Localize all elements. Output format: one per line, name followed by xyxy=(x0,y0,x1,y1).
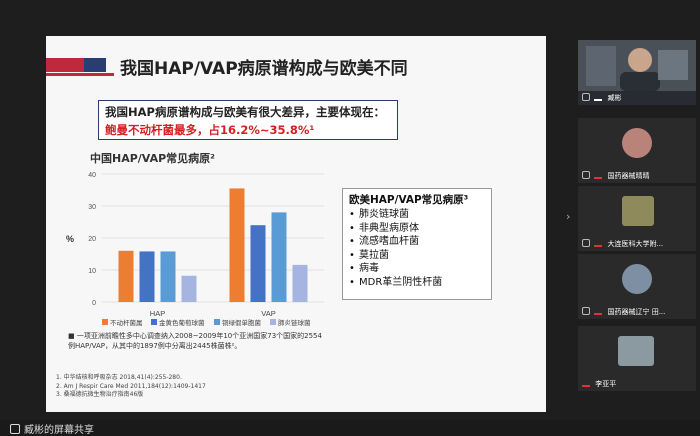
bar-hap-3 xyxy=(181,275,197,302)
y-tick-label: 20 xyxy=(88,236,96,243)
participant-tile-4[interactable]: 李亚平 xyxy=(578,326,696,391)
legend-swatch xyxy=(151,319,157,325)
study-note-bullet: ■ xyxy=(68,332,77,340)
screen-icon xyxy=(582,171,590,179)
list-item: 肺炎链球菌 xyxy=(349,208,485,222)
participant-name: 大连医科大学附... xyxy=(607,240,664,248)
participant-tile-0[interactable]: 臧彬 xyxy=(578,40,696,105)
x-tick-label: HAP xyxy=(150,309,165,318)
participant-name: 臧彬 xyxy=(607,94,622,102)
slide-title: 我国HAP/VAP病原谱构成与欧美不同 xyxy=(120,59,408,79)
avatar xyxy=(622,264,652,294)
share-status: 臧彬的屏幕共享 xyxy=(10,421,94,436)
bar-vap-1 xyxy=(250,225,266,302)
eu-pathogen-title: 欧美HAP/VAP常见病原³ xyxy=(349,194,469,206)
participant-tile-1[interactable]: 国药器械晴晴 xyxy=(578,118,696,183)
list-item: 非典型病原体 xyxy=(349,222,485,236)
screen-share-icon xyxy=(10,424,20,434)
reference-item: 1. 中华结核和呼吸杂志 2018,41(4):255-280. xyxy=(56,374,182,381)
participant-name: 李亚平 xyxy=(595,380,617,388)
title-accent-line xyxy=(46,73,114,76)
share-status-text: 臧彬的屏幕共享 xyxy=(24,425,94,436)
summary-text: 我国HAP病原谱构成与欧美有很大差异，主要体现在： xyxy=(105,105,385,119)
study-note: ■ 一项亚洲前瞻性多中心调查纳入2008~2009年10个亚洲国家73个国家的2… xyxy=(68,332,328,351)
title-accent-blue xyxy=(84,58,106,72)
screen-icon xyxy=(582,307,590,315)
legend-swatch xyxy=(102,319,108,325)
legend-label: 铜绿假单胞菌 xyxy=(222,318,262,327)
shared-slide: 我国HAP/VAP病原谱构成与欧美不同 我国HAP病原谱构成与欧美有很大差异，主… xyxy=(46,36,546,412)
list-item: 流感嗜血杆菌 xyxy=(349,235,485,249)
y-tick-label: 0 xyxy=(92,300,96,307)
y-tick-label: 40 xyxy=(88,172,96,179)
summary-box: 我国HAP病原谱构成与欧美有很大差异，主要体现在： 鲍曼不动杆菌最多，占16.2… xyxy=(98,100,398,140)
speaker-video xyxy=(578,40,696,91)
title-accent-red xyxy=(46,58,84,72)
participant-name: 国药器械晴晴 xyxy=(607,172,650,180)
participant-tile-2[interactable]: 大连医科大学附... xyxy=(578,186,696,251)
avatar xyxy=(622,128,652,158)
mic-icon xyxy=(594,93,603,101)
list-item: 莫拉菌 xyxy=(349,249,485,263)
participant-tile-3[interactable]: 国药器械辽宁 田... xyxy=(578,254,696,319)
summary-highlight: 鲍曼不动杆菌最多，占16.2%~35.8%¹ xyxy=(105,123,315,137)
eu-pathogen-box: 欧美HAP/VAP常见病原³ 肺炎链球菌 非典型病原体 流感嗜血杆菌 莫拉菌 病… xyxy=(342,188,492,300)
share-status-bar: 臧彬的屏幕共享 xyxy=(0,420,700,436)
eu-pathogen-list: 肺炎链球菌 非典型病原体 流感嗜血杆菌 莫拉菌 病毒 MDR革兰阴性杆菌 xyxy=(349,208,485,290)
bar-hap-1 xyxy=(139,251,155,302)
legend-swatch xyxy=(270,319,276,325)
bar-vap-2 xyxy=(271,212,287,302)
bar-vap-0 xyxy=(229,188,245,302)
mic-muted-icon xyxy=(594,171,603,179)
participant-label: 国药器械晴晴 xyxy=(578,169,696,183)
reference-item: 3. 桑福德抗微生物治疗指南46版 xyxy=(56,391,144,398)
screen-icon xyxy=(582,239,590,247)
list-item: 病毒 xyxy=(349,262,485,276)
legend-label: 不动杆菌属 xyxy=(110,318,143,327)
participant-label: 臧彬 xyxy=(578,91,696,105)
bar-hap-2 xyxy=(160,251,176,302)
legend-swatch xyxy=(214,319,220,325)
participant-label: 李亚平 xyxy=(578,377,696,391)
chart-title: 中国HAP/VAP常见病原² xyxy=(90,152,215,165)
y-tick-label: 30 xyxy=(88,204,96,211)
screen-icon xyxy=(582,93,590,101)
mic-muted-icon xyxy=(594,239,603,247)
bar-vap-3 xyxy=(292,264,308,302)
x-tick-label: VAP xyxy=(261,309,275,318)
reference-item: 2. Am J Respir Care Med 2011,184(12):140… xyxy=(56,382,206,390)
avatar xyxy=(618,336,654,366)
mic-muted-icon xyxy=(594,307,603,315)
pathogen-bar-chart: 0 10 20 30 40% HAP VAP 不动杆菌属 金黄色葡萄球菌 铜绿假单胞菌 肺炎链球菌 xyxy=(66,172,324,327)
bar-hap-0 xyxy=(118,250,134,302)
y-tick-label: 10 xyxy=(88,268,96,275)
chevron-right-icon[interactable]: › xyxy=(566,210,571,223)
avatar xyxy=(622,196,654,226)
participant-label: 大连医科大学附... xyxy=(578,237,696,251)
legend-label: 肺炎链球菌 xyxy=(278,318,311,327)
participant-label: 国药器械辽宁 田... xyxy=(578,305,696,319)
y-axis-label: % xyxy=(66,234,74,244)
mic-muted-icon xyxy=(582,379,590,387)
study-note-text: 一项亚洲前瞻性多中心调查纳入2008~2009年10个亚洲国家73个国家的255… xyxy=(68,332,322,350)
legend-label: 金黄色葡萄球菌 xyxy=(159,318,205,327)
list-item: MDR革兰阴性杆菌 xyxy=(349,276,485,290)
references: 1. 中华结核和呼吸杂志 2018,41(4):255-280. 2. Am J… xyxy=(56,374,206,400)
participant-name: 国药器械辽宁 田... xyxy=(607,308,666,316)
